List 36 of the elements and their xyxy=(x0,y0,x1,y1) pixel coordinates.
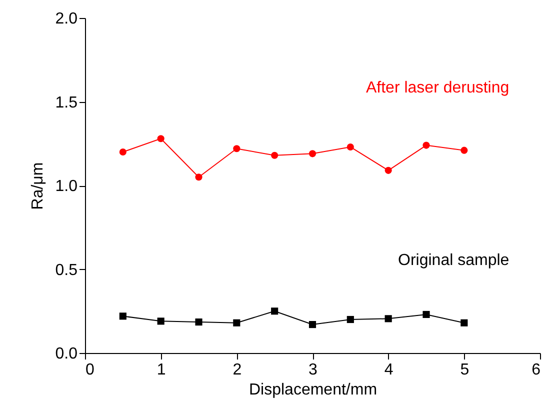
text: Original sample xyxy=(398,252,510,269)
y-tick-label: 2.0 xyxy=(55,10,78,28)
point xyxy=(460,146,468,154)
x-tick-label: 6 xyxy=(532,362,541,378)
y-tick-label: 1.0 xyxy=(55,178,78,195)
y-tick-label: 0.5 xyxy=(55,262,78,279)
point xyxy=(422,310,430,318)
point xyxy=(346,143,354,151)
y-axis-title: Ra/μm xyxy=(29,162,46,210)
point xyxy=(460,319,468,326)
point xyxy=(157,318,164,325)
x-tick-label: 1 xyxy=(156,362,166,378)
point xyxy=(157,135,164,142)
point xyxy=(308,320,316,328)
point xyxy=(233,319,240,326)
text: After laser derusting xyxy=(366,79,510,96)
x-tick-label: 5 xyxy=(460,362,470,378)
x-tick-label: 4 xyxy=(384,362,394,378)
y-tick-label: 1.5 xyxy=(55,94,78,112)
point xyxy=(346,316,354,324)
x-axis-title: Displacement/mm xyxy=(248,382,378,398)
point xyxy=(119,312,126,320)
point xyxy=(384,315,392,322)
point xyxy=(195,318,202,326)
y-tick-label: 0.0 xyxy=(55,346,78,362)
x-tick-label: 2 xyxy=(232,362,242,378)
point xyxy=(308,150,316,158)
point xyxy=(271,308,278,315)
point xyxy=(271,152,278,159)
point xyxy=(119,148,126,156)
point xyxy=(384,166,392,174)
point xyxy=(233,145,240,152)
point xyxy=(195,174,202,181)
x-tick-label: 3 xyxy=(308,362,318,378)
x-tick-label: 0 xyxy=(86,362,94,378)
point xyxy=(422,142,430,149)
